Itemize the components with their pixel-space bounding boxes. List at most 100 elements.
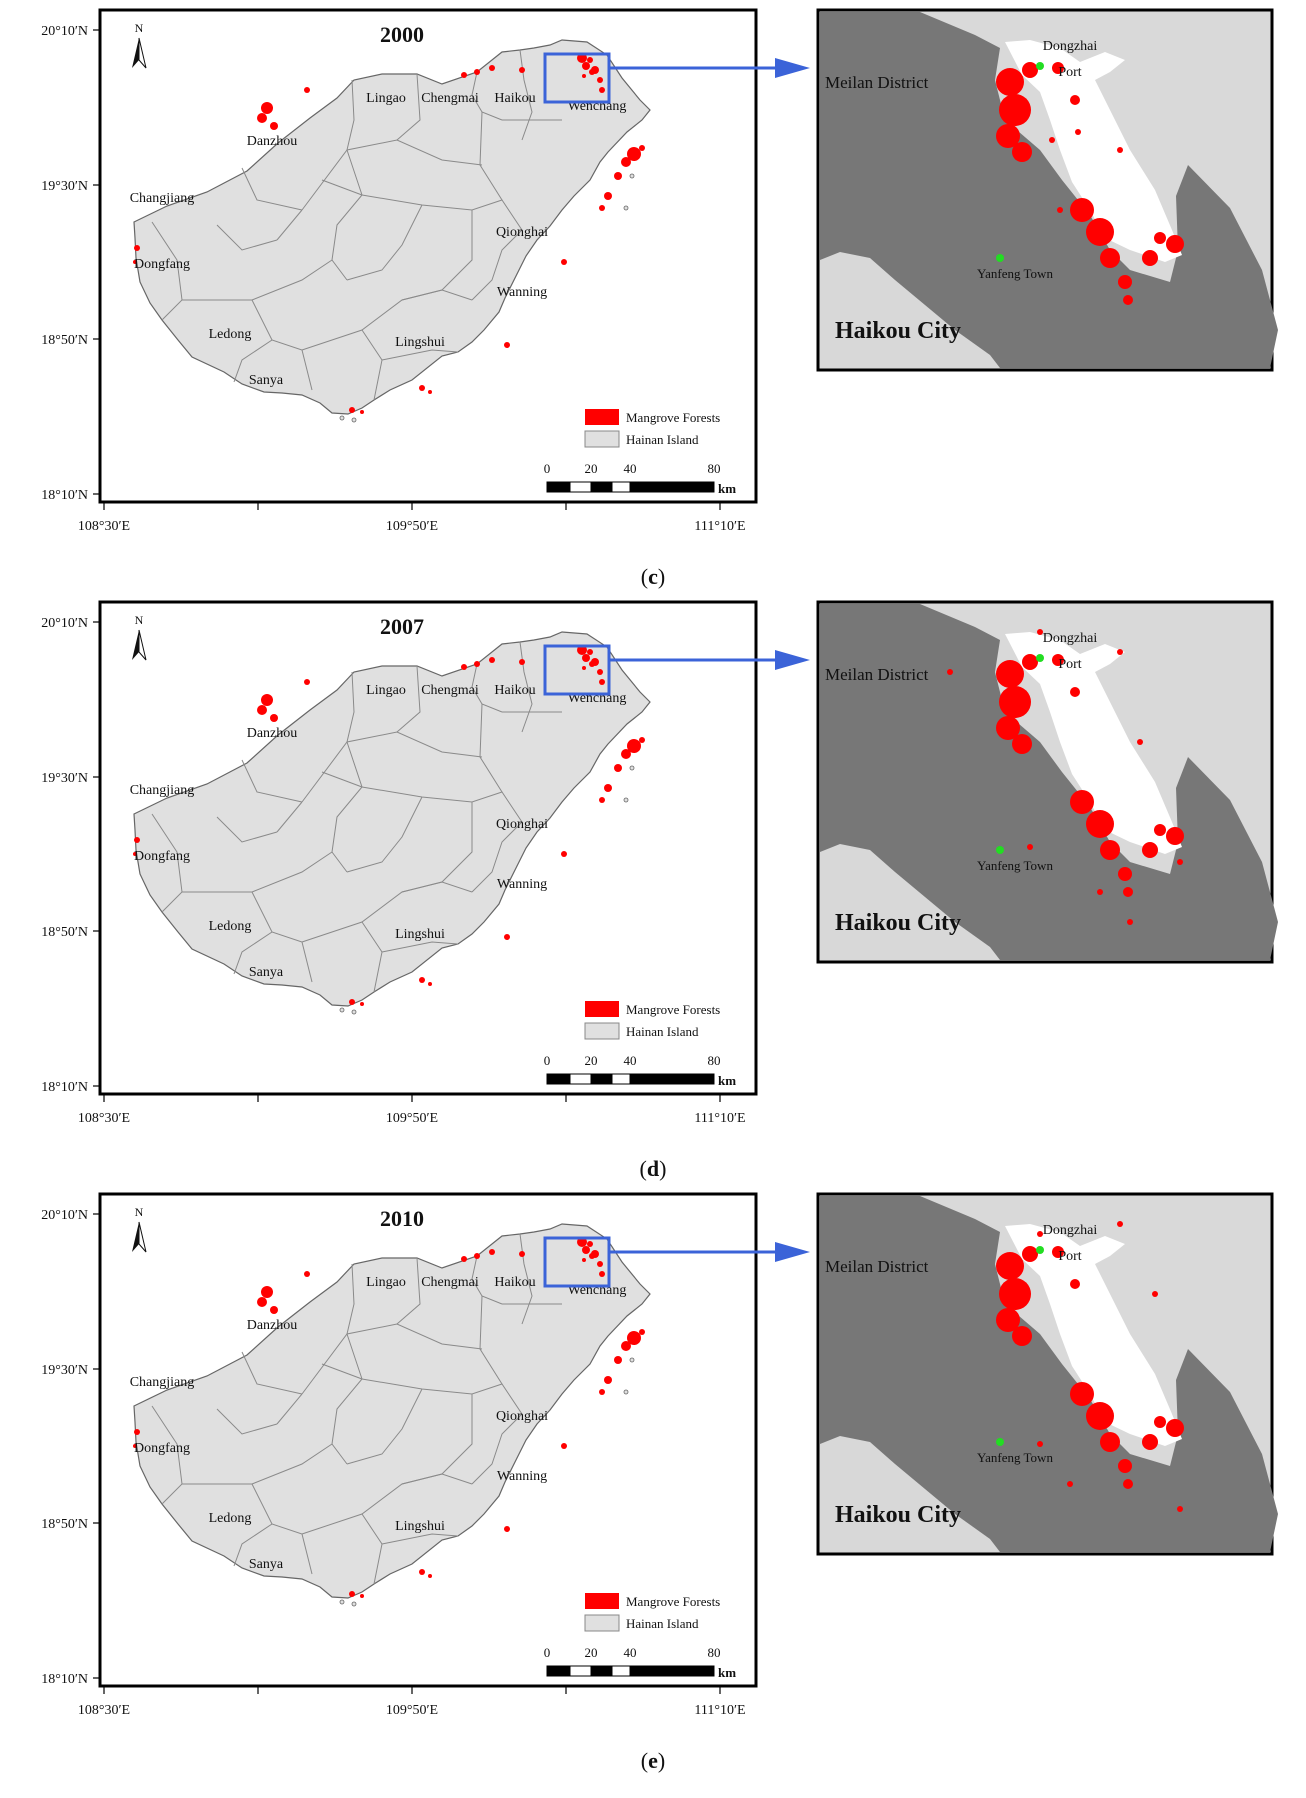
mangrove-patch [133, 1444, 137, 1448]
lon-label: 108°30′E [78, 1111, 130, 1126]
district-boundary [233, 1523, 273, 1567]
mangrove-patch [614, 172, 622, 180]
lon-label: 111°10′E [694, 1703, 745, 1718]
inset-mangrove-patch [1118, 867, 1132, 881]
legend-swatch-island [584, 430, 620, 448]
panel-caption: (e) [640, 1748, 666, 1773]
scale-tick-label: 0 [544, 461, 551, 476]
mangrove-patch [561, 851, 567, 857]
city-label-lingao: Lingao [366, 1275, 406, 1290]
inset-mangrove-patch [1166, 235, 1184, 253]
islet [629, 173, 635, 179]
scale-bar-segment [611, 1073, 631, 1085]
mangrove-patch [360, 410, 364, 414]
lon-label: 108°30′E [78, 1703, 130, 1718]
islet [339, 415, 345, 421]
city-label-chengmai: Chengmai [421, 1275, 479, 1290]
legend-swatch-island [584, 1614, 620, 1632]
inset-mangrove-patch [1097, 889, 1103, 895]
mangrove-patch [561, 259, 567, 265]
inset-mangrove-patch [1070, 790, 1094, 814]
city-label-sanya: Sanya [249, 965, 284, 980]
inset-mangrove-patch [1117, 147, 1123, 153]
scale-tick-label: 40 [624, 461, 637, 476]
inset-mangrove-patch [1123, 1479, 1133, 1489]
inset-mangrove-patch [999, 1278, 1031, 1310]
district-boundary [471, 1255, 503, 1305]
island-shape [133, 631, 651, 1007]
mangrove-patch [627, 739, 641, 753]
mangrove-patch [461, 72, 467, 78]
legend-swatch-island [584, 1022, 620, 1040]
mangrove-patch [597, 1261, 603, 1267]
district-boundary [331, 741, 363, 853]
scale-bar-segment [629, 1665, 715, 1677]
map-figure-c: Lingao Chengmai HaikouWenchangDanzhouChang… [41, 8, 1278, 534]
inset-mangrove-patch [1137, 739, 1143, 745]
connector-arrowhead-icon [775, 58, 810, 78]
inset-mangrove-patch [1012, 142, 1032, 162]
inset-land [820, 12, 1278, 368]
inset-mangrove-patch [1012, 1326, 1032, 1346]
lat-label: 20°10′N [41, 616, 88, 631]
scale-unit: km [718, 481, 736, 496]
islet [351, 1009, 357, 1015]
mangrove-patch [519, 67, 525, 73]
scale-bar-segment [590, 1073, 613, 1085]
lat-label: 18°50′N [41, 1517, 88, 1532]
inset-mangrove-patch [1154, 1416, 1166, 1428]
city-label-ledong: Ledong [209, 327, 252, 342]
highlight-box [543, 644, 611, 696]
islet [339, 1599, 345, 1605]
district-boundary [396, 73, 421, 141]
inset-mangrove-patch [1086, 1402, 1114, 1430]
scale-bar-segment [569, 1665, 592, 1677]
inset-mangrove-patch [1067, 1481, 1073, 1487]
mangrove-patch [489, 657, 495, 663]
mangrove-patch [270, 714, 278, 722]
inset-mangrove-patch [999, 686, 1031, 718]
inset-mangrove-patch [1052, 1246, 1064, 1258]
mangrove-patch [599, 1389, 605, 1395]
scale-bar-segment [546, 1073, 571, 1085]
year-title: 2007 [380, 614, 424, 639]
panel-caption: (c) [640, 564, 666, 589]
district-boundary [479, 1295, 503, 1385]
inset-mangrove-patch [996, 68, 1024, 96]
inset-mangrove-patch [1012, 734, 1032, 754]
district-boundary [182, 259, 348, 301]
mangrove-patch [349, 407, 355, 413]
district-boundary [301, 1323, 483, 1395]
north-arrow-icon: N [132, 1205, 147, 1253]
district-boundary [276, 1393, 303, 1425]
lat-label: 18°10′N [41, 488, 88, 503]
district-boundary [346, 79, 355, 151]
mangrove-patch [133, 260, 137, 264]
haikou-city-label: Haikou City [835, 318, 961, 344]
inset-mangrove-patch [1052, 654, 1064, 666]
dongzhai-label-line1: Dongzhai [1043, 1223, 1098, 1238]
islet [623, 797, 629, 803]
legend-swatch-mangrove [585, 1593, 619, 1609]
inset-mangrove-patch [1100, 840, 1120, 860]
inset-mangrove-patch [1049, 137, 1055, 143]
inset-map: Dongzhai Port Meilan District Yanfeng Town H… [816, 600, 1278, 964]
caption-letter: d [646, 1156, 660, 1181]
district-boundary [182, 851, 348, 893]
inset-mangrove-patch [1142, 250, 1158, 266]
district-boundary [216, 1408, 278, 1435]
district-boundary [331, 1333, 363, 1445]
city-label-lingshui: Lingshui [395, 1519, 445, 1534]
scale-tick-label: 20 [585, 1645, 598, 1660]
inset-mangrove-patch [996, 660, 1024, 688]
lat-label: 19°30′N [41, 179, 88, 194]
district-boundary [233, 931, 273, 975]
island-shape [133, 1223, 651, 1599]
mangrove-patch [639, 737, 645, 743]
inset-light-region [820, 844, 1000, 960]
inset-mangrove-patch [1166, 827, 1184, 845]
panel-c: Lingao Chengmai Haikou Wenchang Danzhou Chang… [0, 0, 1306, 600]
city-label-changjiang: Changjiang [130, 783, 195, 798]
district-boundary [471, 663, 503, 713]
city-label-changjiang: Changjiang [130, 1375, 195, 1390]
